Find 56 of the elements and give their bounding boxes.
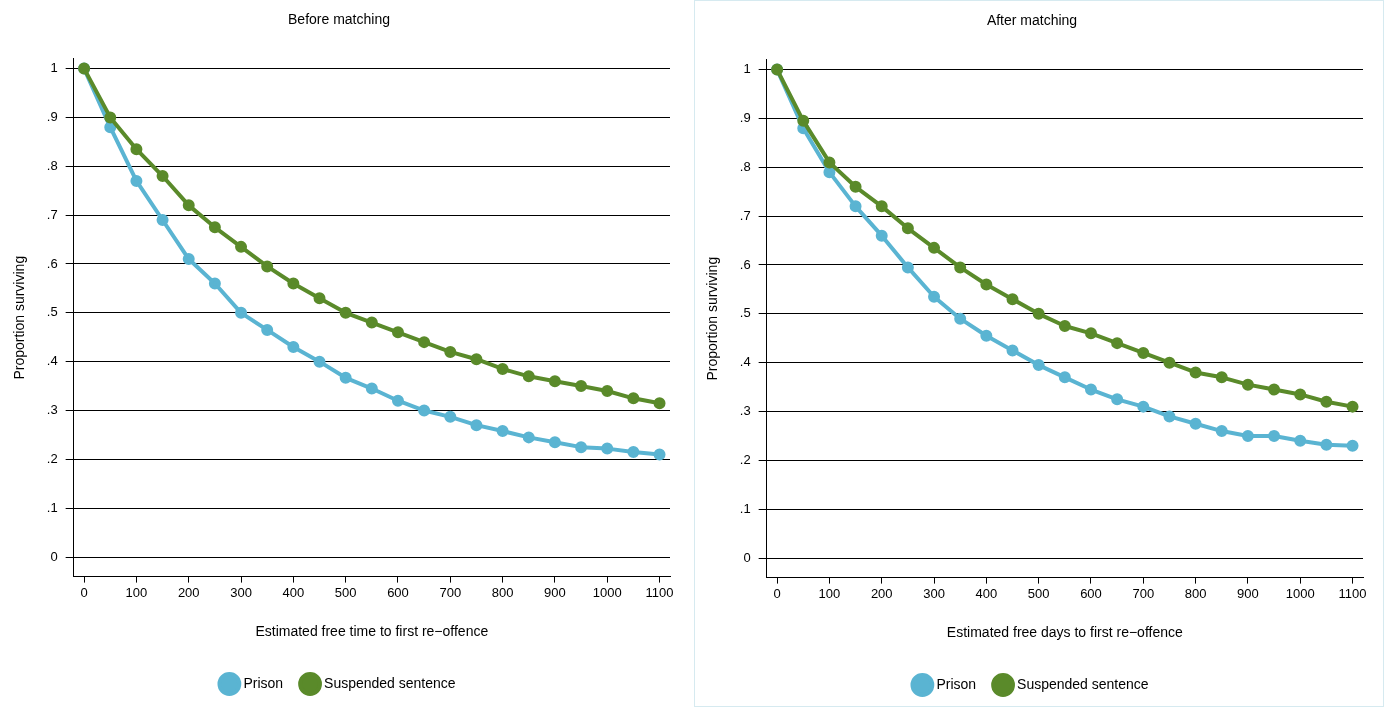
x-tick-label: 300 (923, 585, 945, 601)
chart-title: Before matching (288, 11, 390, 28)
y-tick-label: .8 (739, 158, 751, 174)
y-tick-label: .3 (46, 402, 58, 418)
y-tick-label: .6 (739, 256, 751, 272)
x-tick-label: 0 (773, 585, 781, 601)
x-tick-label: 700 (439, 584, 462, 600)
y-tick-label: .4 (46, 353, 58, 369)
x-tick-label: 800 (1184, 585, 1207, 601)
y-tick-label: .9 (739, 110, 751, 125)
x-tick-label: 100 (818, 585, 841, 601)
x-tick-label: 900 (544, 584, 566, 600)
y-tick-label: 0 (50, 548, 58, 564)
x-tick-label: 800 (491, 584, 514, 600)
y-tick-label: 1 (743, 61, 751, 77)
legend-label: Prison (936, 675, 977, 692)
y-axis-title: Proportion surviving (704, 256, 721, 381)
x-tick-label: 1100 (645, 584, 674, 600)
y-tick-label: .2 (46, 450, 58, 466)
x-tick-label: 200 (177, 584, 200, 600)
x-tick-label: 100 (125, 584, 148, 600)
x-tick-label: 1100 (1338, 585, 1367, 601)
x-tick-label: 0 (80, 584, 88, 600)
x-tick-label: 500 (334, 584, 357, 600)
x-tick-label: 900 (1237, 585, 1259, 601)
y-tick-label: .6 (46, 255, 58, 271)
x-tick-label: 300 (230, 584, 252, 600)
y-tick-label: .3 (739, 403, 751, 419)
x-tick-label: 600 (387, 584, 409, 600)
y-tick-label: 1 (50, 60, 58, 76)
x-tick-label: 400 (282, 584, 305, 600)
y-tick-label: .7 (739, 207, 751, 223)
legend-label: Suspended sentence (324, 674, 456, 691)
y-tick-label: .5 (46, 304, 58, 320)
y-tick-label: .2 (739, 451, 751, 467)
y-tick-label: .1 (46, 499, 58, 515)
x-tick-label: 700 (1132, 585, 1155, 601)
x-tick-label: 200 (870, 585, 893, 601)
y-tick-label: .8 (46, 157, 58, 173)
x-tick-label: 1000 (1285, 585, 1315, 601)
y-tick-label: .1 (739, 500, 751, 516)
x-axis-title: Estimated free days to first re−offence (946, 624, 1183, 641)
x-tick-label: 1000 (592, 584, 622, 600)
y-tick-label: .4 (739, 354, 751, 370)
y-tick-label: 0 (743, 549, 751, 565)
x-tick-label: 400 (975, 585, 998, 601)
x-tick-label: 500 (1027, 585, 1050, 601)
y-tick-label: .7 (46, 206, 58, 222)
x-axis-title: Estimated free time to first re−offence (255, 623, 489, 640)
y-axis-title: Proportion surviving (11, 255, 28, 380)
chart-title: After matching (986, 12, 1078, 29)
y-tick-label: .5 (739, 305, 751, 321)
x-tick-label: 600 (1080, 585, 1102, 601)
legend-label: Suspended sentence (1017, 675, 1149, 692)
legend-label: Prison (243, 674, 284, 691)
y-tick-label: .9 (46, 109, 58, 124)
